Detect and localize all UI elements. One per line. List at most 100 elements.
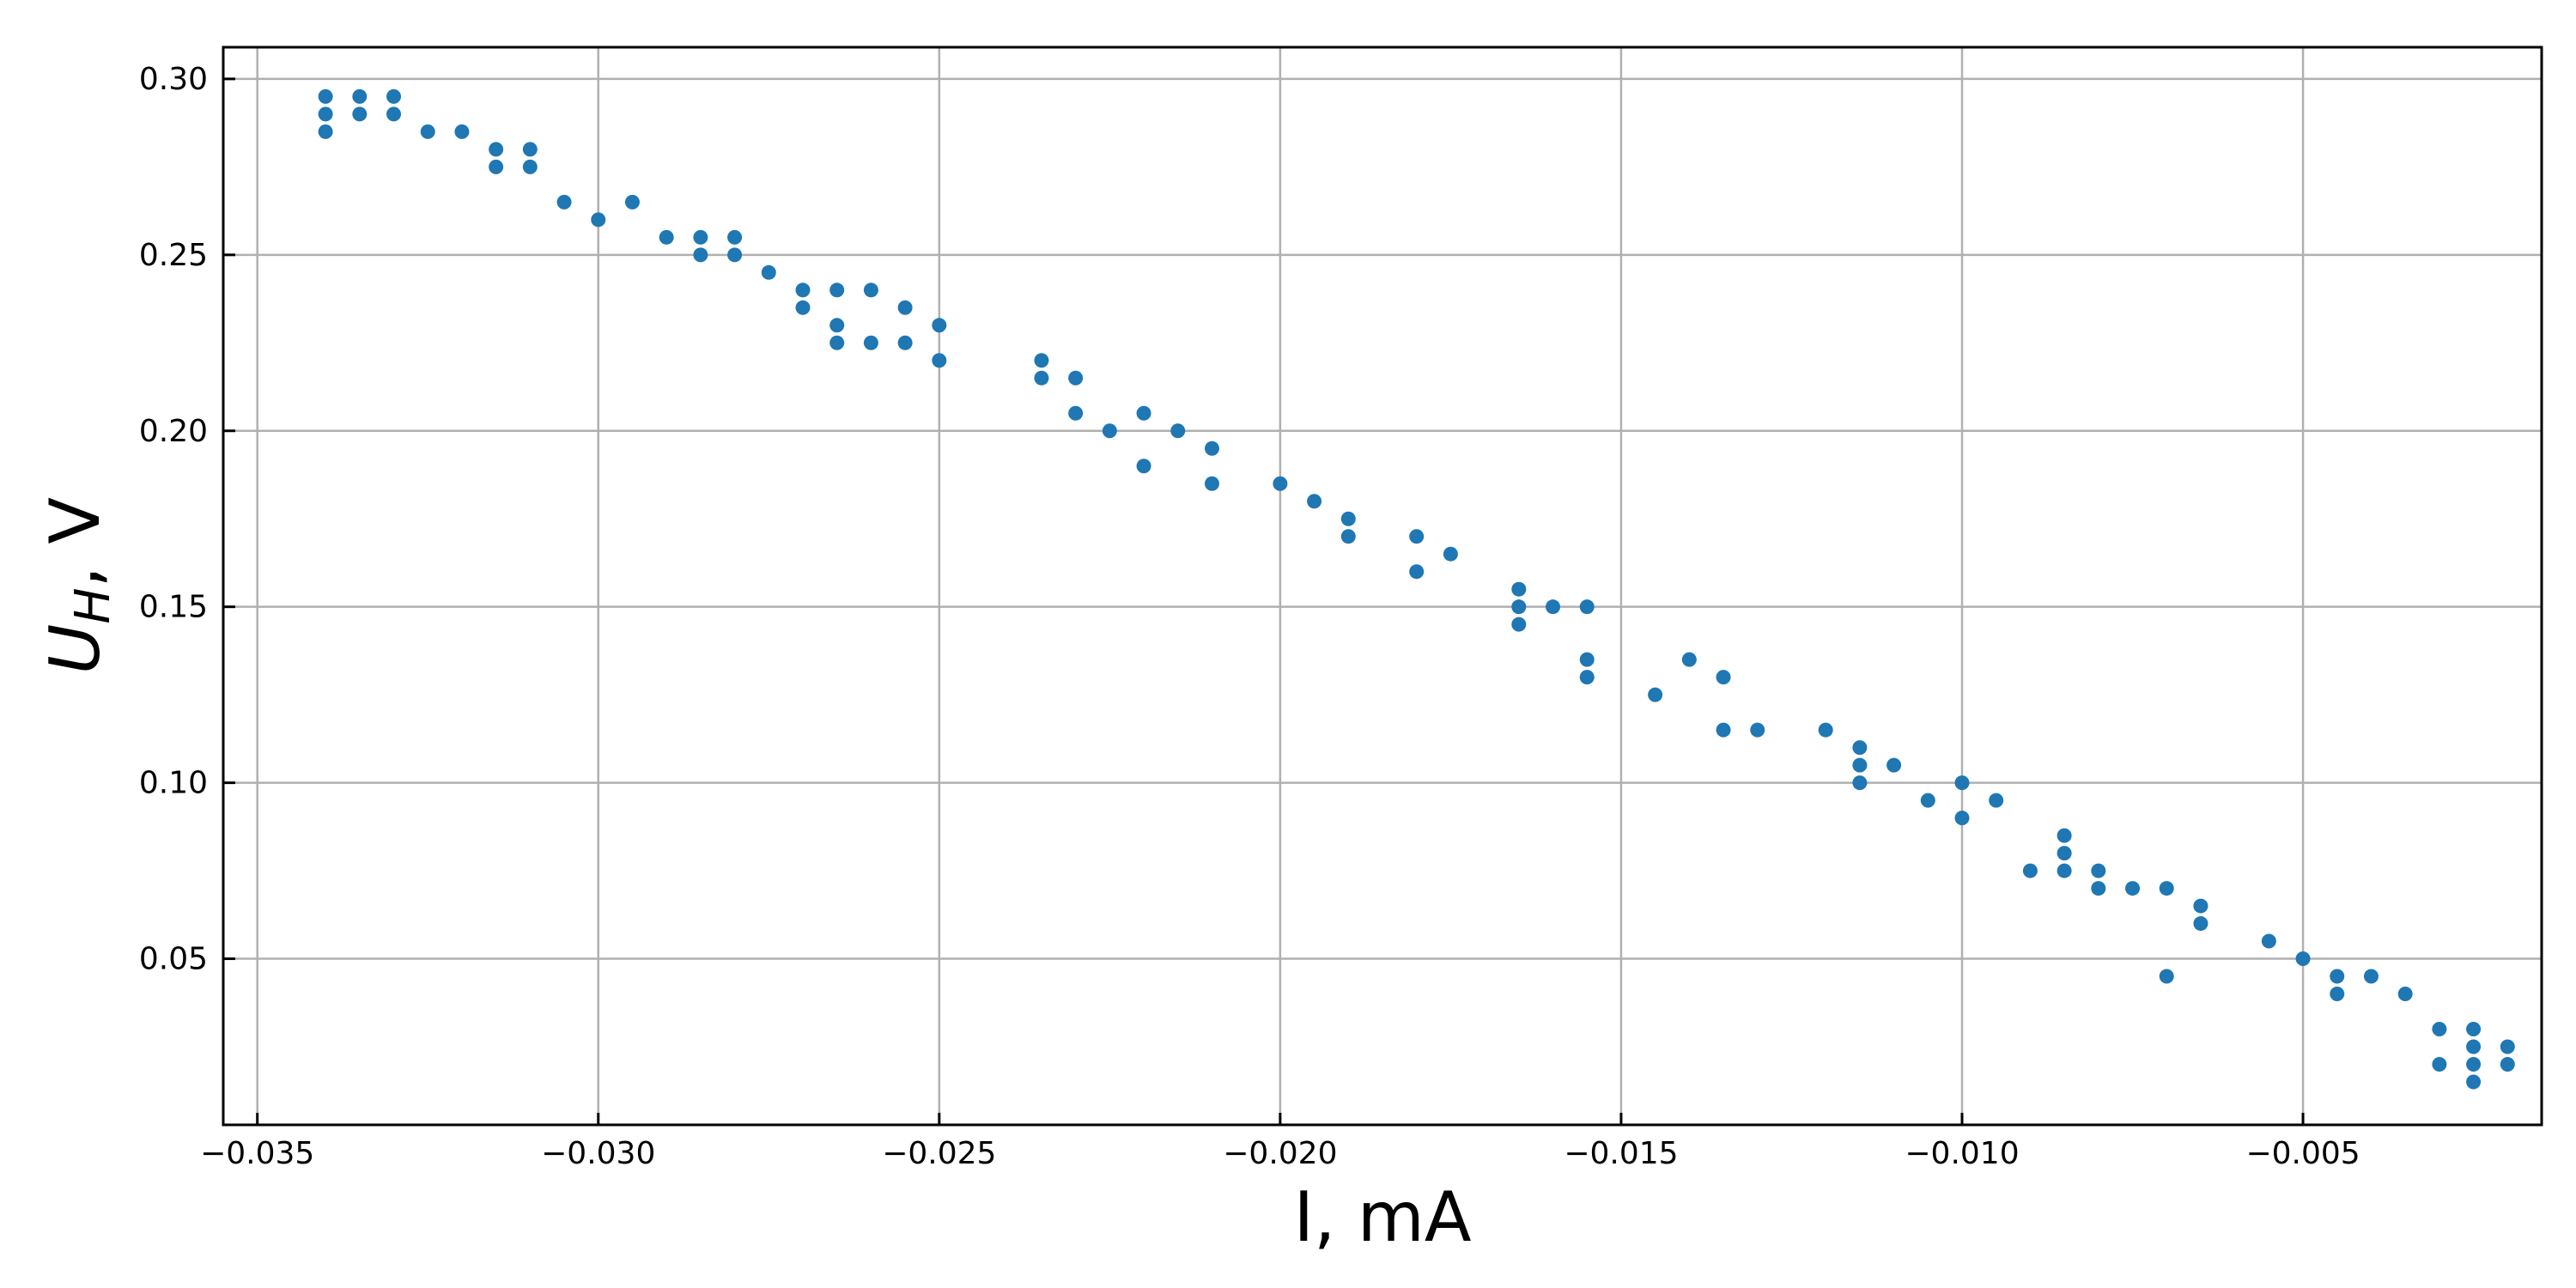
data-point [591,212,606,228]
data-point [693,229,708,245]
data-point [1818,722,1833,738]
data-point [1579,652,1595,667]
data-point [489,142,504,157]
data-point [1102,423,1117,439]
data-point [386,106,402,122]
data-point [2057,863,2072,878]
y-tick-label: 0.15 [139,590,208,625]
y-tick-label: 0.30 [139,62,208,97]
data-point [829,283,845,298]
data-point [1716,670,1731,685]
data-point [1034,370,1049,386]
data-point [522,159,538,174]
data-point [2125,881,2141,896]
data-point [829,318,845,333]
data-point [1954,775,1970,791]
grid-layer [223,47,2542,1125]
data-point [352,88,368,104]
data-point [1409,564,1425,580]
data-point [1852,775,1868,791]
data-point [897,335,913,350]
data-point [932,318,947,333]
data-point [1068,370,1084,386]
data-point [932,353,947,368]
data-point [2261,933,2276,949]
data-point [386,88,402,104]
data-point [1273,476,1288,491]
data-point [2295,951,2311,967]
data-point [2397,987,2413,1002]
y-tick-label: 0.10 [139,766,208,801]
data-point [1170,423,1186,439]
data-point [1954,811,1970,826]
data-point [318,124,333,139]
data-point [2022,863,2038,878]
data-point [863,283,878,298]
data-point [2057,828,2072,843]
data-point [1204,476,1219,491]
data-point [2432,1057,2447,1072]
data-point [2193,916,2208,932]
y-axis-label-main: U [35,624,115,675]
data-point [1852,757,1868,773]
data-point [2466,1074,2482,1090]
data-point [727,247,743,263]
data-point [556,194,572,210]
data-point [1340,511,1356,526]
data-point [1886,757,1902,773]
data-point [2193,898,2208,914]
data-point [1443,546,1458,562]
x-tick-label: −0.020 [1223,1136,1337,1171]
data-point [420,124,435,139]
y-axis-label: UH, V [35,497,121,675]
data-point [318,88,333,104]
data-point [659,229,674,245]
data-point [2091,863,2106,878]
data-point [522,142,538,157]
data-point [2330,969,2345,984]
data-point [1989,793,2004,808]
data-point [1681,652,1697,667]
x-tick-label: −0.025 [882,1136,996,1171]
data-point [2466,1039,2482,1054]
data-point [2159,969,2174,984]
data-point [1546,599,1561,615]
data-point [795,283,811,298]
data-point [1716,722,1731,738]
data-point [1579,599,1595,615]
data-point [795,300,811,315]
data-point [624,194,640,210]
data-point [1511,599,1527,615]
x-tick-label: −0.030 [541,1136,655,1171]
y-tick-label: 0.05 [139,942,208,977]
data-point [2500,1057,2515,1072]
x-tick-label: −0.035 [200,1136,314,1171]
data-point [2500,1039,2515,1054]
data-point [2330,987,2345,1002]
x-tick-label: −0.005 [2245,1136,2360,1171]
y-tick-label: 0.25 [139,238,208,273]
data-point [2057,846,2072,861]
data-point [2091,881,2106,896]
x-tick-label: −0.015 [1564,1136,1678,1171]
data-point [1340,529,1356,544]
x-tick-label: −0.010 [1905,1136,2019,1171]
data-point [1852,740,1868,756]
data-point [1136,459,1151,474]
data-point [1204,440,1219,456]
data-point [1511,617,1527,632]
data-point [2432,1022,2447,1037]
data-point [761,264,776,280]
data-point [863,335,878,350]
data-point [1579,670,1595,685]
data-point [829,335,845,350]
data-point [727,229,743,245]
data-point [2363,969,2379,984]
y-axis-label-text: UH, V [35,497,121,675]
data-point [2466,1022,2482,1037]
y-axis-label-suffix: , V [35,497,115,588]
data-point [897,300,913,315]
plot-frame [222,46,2543,1127]
